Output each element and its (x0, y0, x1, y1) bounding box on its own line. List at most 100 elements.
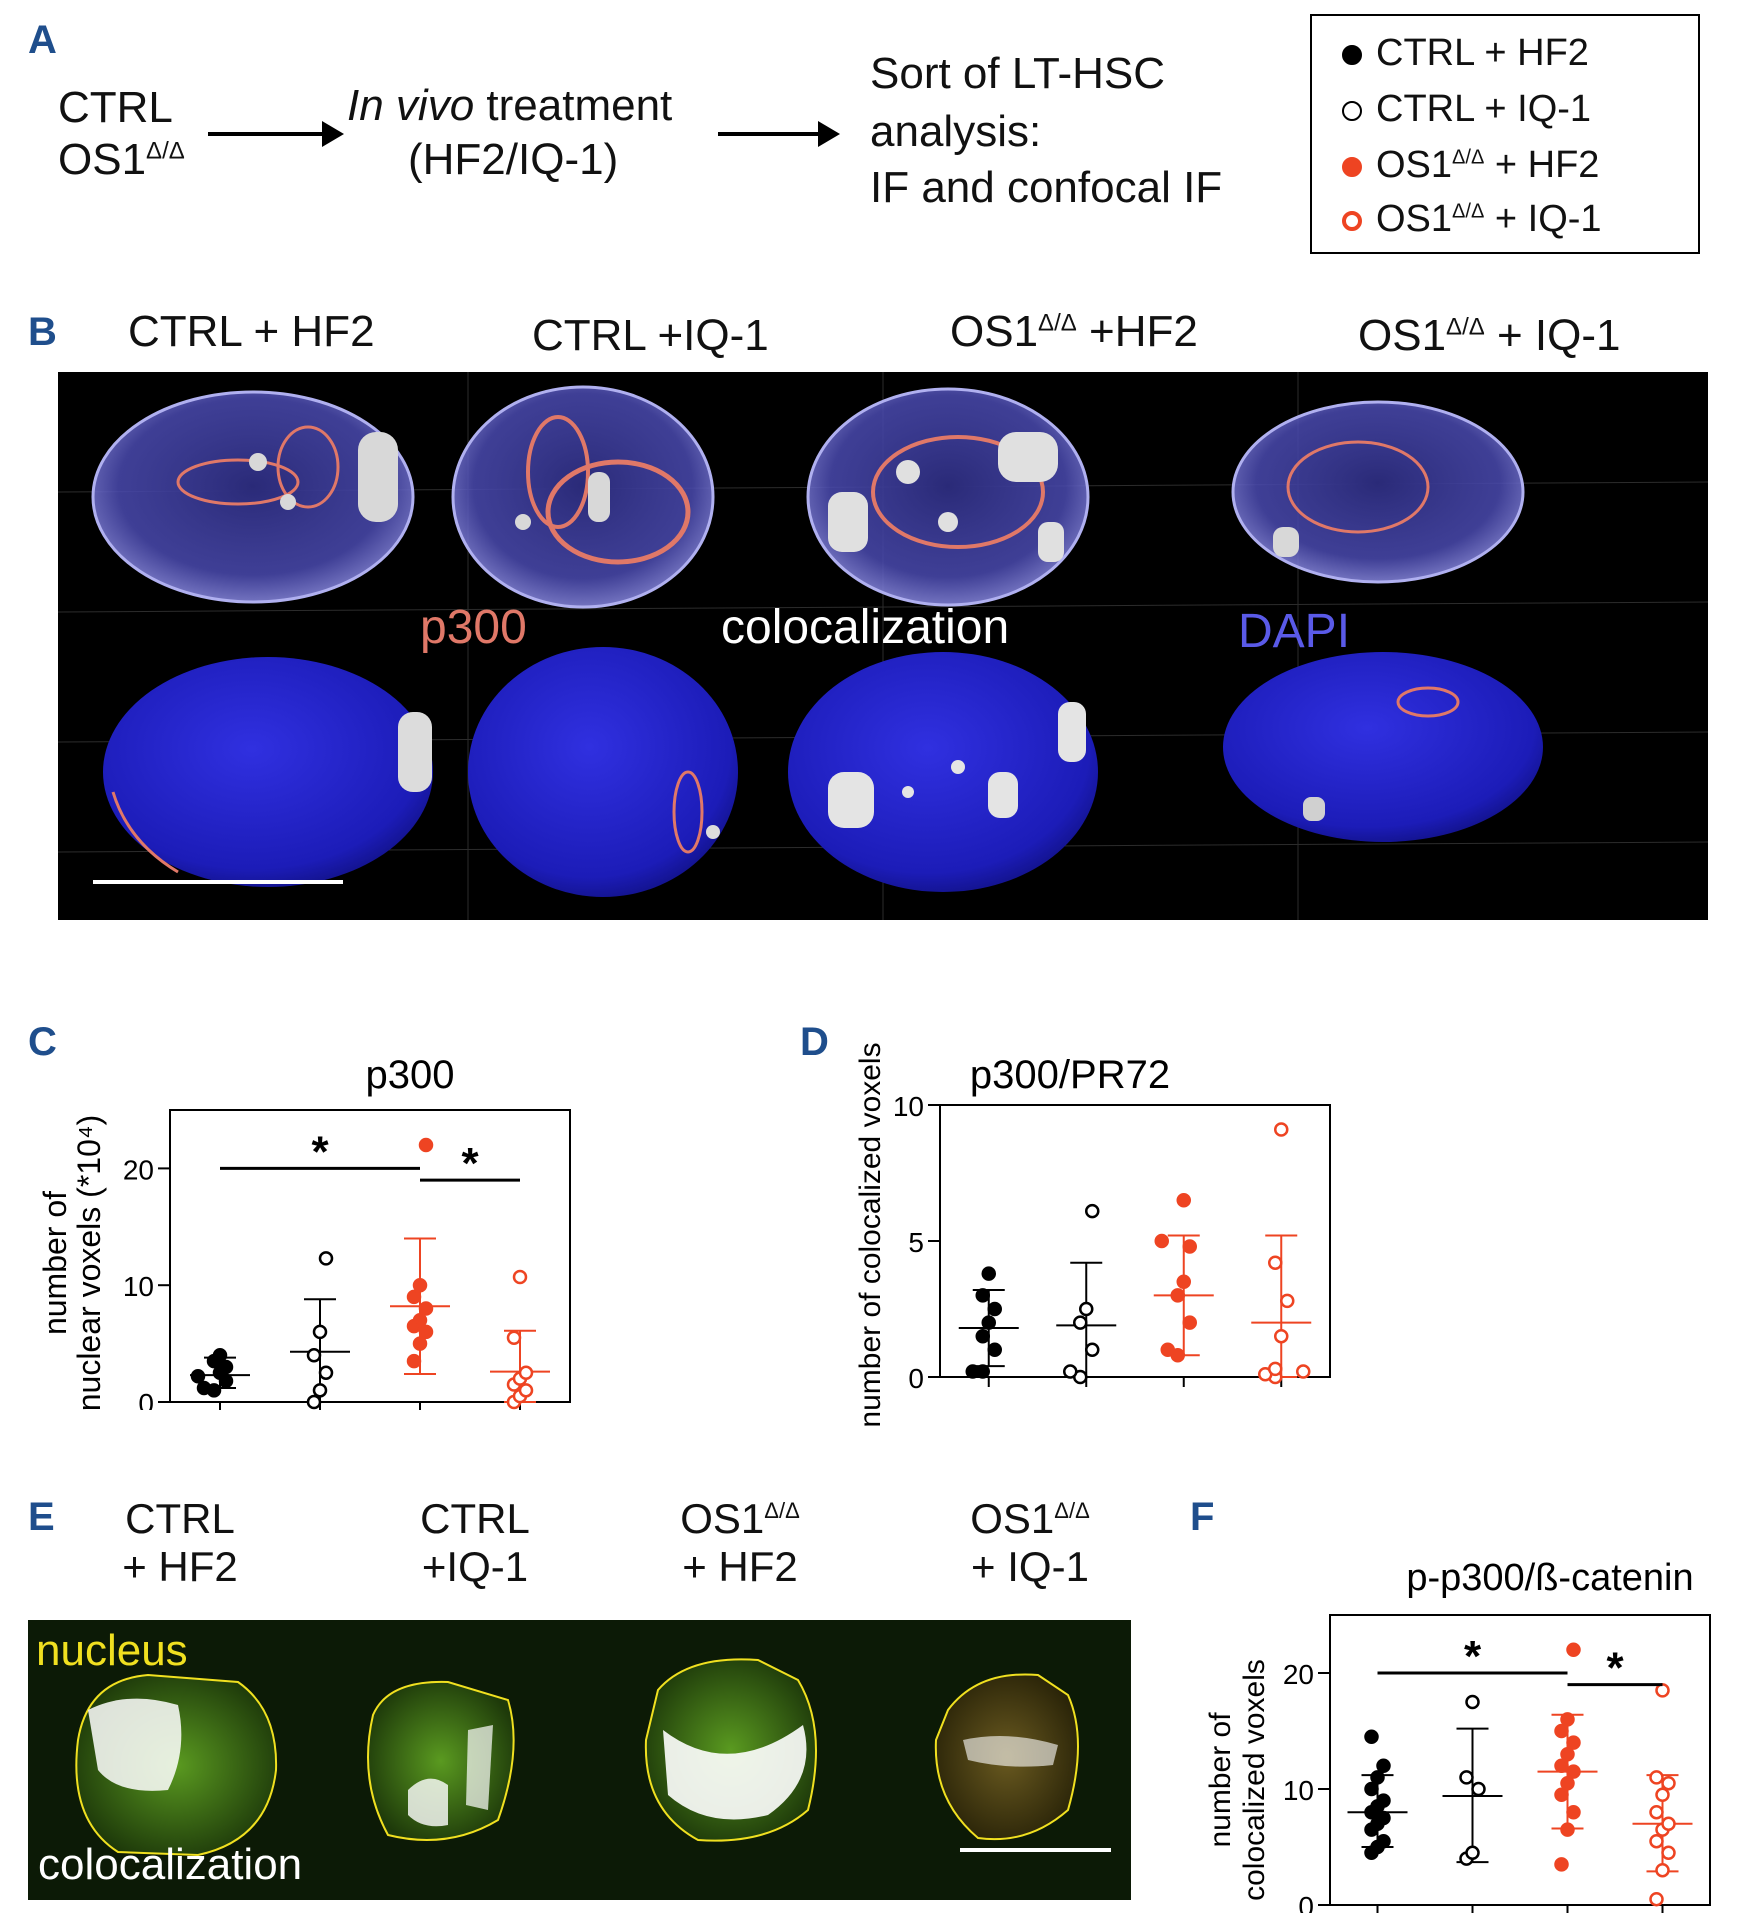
plot-frame (1329, 1614, 1711, 1906)
data-point (975, 1288, 990, 1303)
data-point (1376, 1793, 1391, 1808)
y-tick-label: 20 (1283, 1659, 1314, 1690)
cell-e-4 (934, 1673, 1079, 1841)
panel-label-e: E (28, 1495, 55, 1539)
data-point (1471, 1781, 1486, 1797)
panel-e-title-1: CTRL + HF2 (122, 1495, 238, 1591)
chart-c: p300 number of nuclear voxels (*10⁴) 0 10… (37, 1053, 571, 1410)
nucleus-bottom-1 (103, 657, 433, 887)
significance-star: * (311, 1127, 329, 1176)
legend-item-ctrl-iq1: CTRL + IQ-1 (1342, 88, 1591, 131)
chart-f: p-p300/ß-catenin number of colocalized v… (1204, 1557, 1711, 1913)
panel-b-title-1: CTRL + HF2 (128, 307, 375, 356)
data-point (1459, 1770, 1474, 1785)
data-point (1376, 1833, 1391, 1849)
nucleus-bottom-2 (468, 647, 738, 897)
data-point (965, 1364, 980, 1379)
data-point (1160, 1342, 1175, 1358)
chart-f-title: p-p300/ß-catenin (1406, 1557, 1693, 1599)
data-point (1465, 1694, 1480, 1710)
panel-e-title-4: OS1Δ/Δ + IQ-1 (970, 1495, 1090, 1591)
data-point (506, 1330, 522, 1346)
chart-f-plot: 0 10 20 * * (1283, 1614, 1711, 1913)
analysis-line-1: Sort of LT-HSC (870, 49, 1166, 98)
legend-marker (1342, 100, 1362, 121)
data-point (1554, 1758, 1569, 1774)
data-point (1154, 1233, 1169, 1249)
data-point (418, 1324, 434, 1340)
group-ctrl: CTRL (58, 83, 173, 132)
nucleus-top-4 (1231, 400, 1525, 584)
data-point (1176, 1274, 1191, 1290)
data-point (418, 1137, 434, 1153)
data-point (1560, 1775, 1575, 1791)
data-point (1182, 1315, 1197, 1330)
data-point (1655, 1862, 1670, 1878)
data-point (1566, 1735, 1581, 1750)
chart-c-title: p300 (366, 1053, 455, 1097)
data-point (1566, 1764, 1581, 1779)
nucleus-top-2 (451, 385, 715, 609)
data-point (1655, 1787, 1670, 1803)
data-point (312, 1324, 328, 1340)
overlay-dapi: DAPI (1238, 605, 1351, 658)
data-point (1085, 1203, 1100, 1219)
chart-f-ylabel-1: number of (1204, 1712, 1237, 1848)
data-point (1566, 1642, 1581, 1658)
nucleus-top-1 (91, 390, 415, 604)
panel-e-title-3: OS1Δ/Δ + HF2 (680, 1495, 800, 1591)
data-point (1661, 1775, 1676, 1791)
legend-marker (1342, 44, 1362, 65)
data-point (987, 1301, 1002, 1317)
data-point (1182, 1239, 1197, 1254)
data-point (518, 1383, 534, 1398)
data-point (1364, 1781, 1379, 1797)
data-point (1566, 1804, 1581, 1820)
group-os1: OS1Δ/Δ (58, 135, 185, 184)
legend-item-ctrl-hf2: CTRL + HF2 (1342, 32, 1589, 75)
data-point (1296, 1364, 1311, 1379)
chart-c-plot: 0 10 20 * * (123, 1109, 571, 1410)
legend-marker (1342, 210, 1362, 231)
data-point (406, 1289, 422, 1305)
data-point (218, 1359, 234, 1375)
analysis-line-3: IF and confocal IF (870, 163, 1223, 212)
cell-e-2 (367, 1680, 515, 1841)
y-tick-label: 0 (908, 1363, 924, 1394)
chart-d-ylabel: number of colocalized voxels (854, 1042, 887, 1427)
data-point (1376, 1810, 1391, 1826)
data-point (1655, 1683, 1670, 1698)
data-point (1661, 1845, 1676, 1861)
data-point (1661, 1816, 1676, 1832)
significance-star: * (1464, 1632, 1482, 1681)
data-point (212, 1348, 228, 1363)
y-tick-label: 10 (1283, 1775, 1314, 1806)
legend-item-os1-hf2: OS1Δ/Δ + HF2 (1342, 144, 1599, 187)
data-point (412, 1336, 428, 1351)
data-point (1274, 1122, 1289, 1137)
data-point (1649, 1833, 1664, 1849)
data-point (1554, 1723, 1569, 1739)
data-point (318, 1365, 334, 1381)
data-point (1560, 1822, 1575, 1837)
panel-e-image: nucleus colocalization (28, 1620, 1131, 1900)
data-point (1560, 1712, 1575, 1727)
legend-item-os1-iq1: OS1Δ/Δ + IQ-1 (1342, 198, 1602, 241)
overlay-p300: p300 (420, 601, 527, 654)
significance-star: * (1606, 1644, 1624, 1693)
data-point (1280, 1293, 1295, 1309)
data-point (412, 1277, 428, 1293)
panel-label-c: C (28, 1020, 57, 1064)
y-tick-label: 10 (123, 1271, 154, 1302)
plot-frame (169, 1109, 571, 1403)
cell-e-1 (75, 1673, 278, 1857)
data-point (1370, 1770, 1385, 1785)
data-point (190, 1369, 206, 1384)
data-point (981, 1315, 996, 1330)
legend: CTRL + HF2 CTRL + IQ-1 OS1Δ/Δ + HF2 OS1Δ… (1310, 14, 1700, 254)
analysis-line-2: analysis: (870, 107, 1042, 156)
y-tick-label: 0 (138, 1388, 154, 1410)
arrow-2 (718, 121, 840, 147)
data-point (1268, 1255, 1283, 1271)
cell-e-3 (644, 1658, 817, 1842)
